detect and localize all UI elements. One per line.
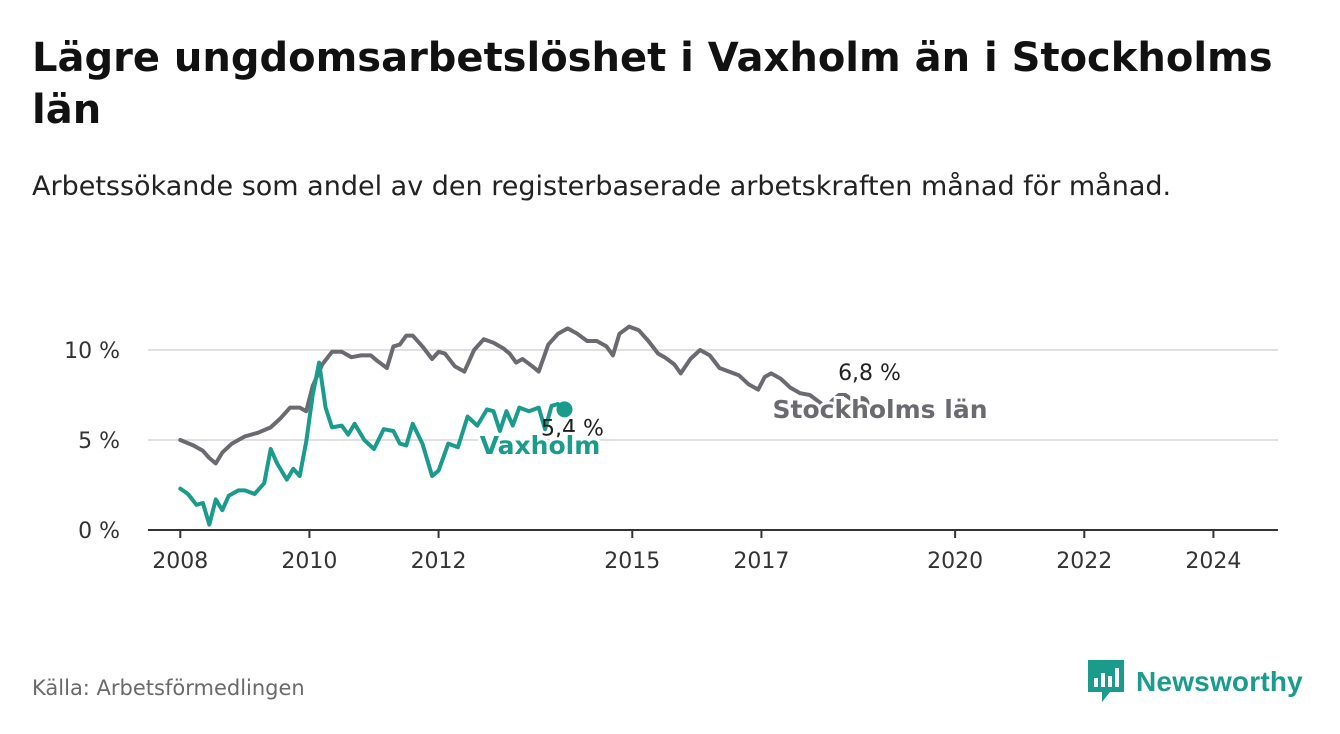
- end-label-vaxholm: 5,4 %: [541, 416, 604, 441]
- brand-name: Newsworthy: [1136, 666, 1303, 697]
- x-tick-label: 2020: [927, 549, 983, 574]
- brand-logo[interactable]: Newsworthy: [1088, 660, 1303, 704]
- line-chart: 0 % 5 % 10 % 2008 2010 2012 2015 2017 2020 2022 20…: [64, 324, 1278, 574]
- x-tick-label: 2022: [1056, 549, 1112, 574]
- x-tick-label: 2015: [604, 549, 660, 574]
- endpoint-dot-stockholms-l-n: [853, 396, 870, 412]
- x-tick-label: 2010: [281, 549, 337, 574]
- x-tick-label: 2017: [733, 549, 789, 574]
- x-tick-label: 2012: [411, 549, 467, 574]
- end-label-stockholms-l-n: 6,8 %: [838, 361, 901, 386]
- y-tick-label: 5 %: [78, 429, 120, 454]
- series-label-stockholms-l-n: Stockholms län: [773, 395, 988, 424]
- y-tick-label: 10 %: [64, 339, 120, 364]
- endpoint-dot-vaxholm: [556, 401, 573, 418]
- chart-subtitle: Arbetssökande som andel av den registerb…: [32, 171, 1172, 202]
- series-line-vaxholm: [178, 360, 567, 527]
- y-tick-label: 0 %: [78, 519, 120, 544]
- series-line-stockholms-l-n: [178, 324, 864, 466]
- source-note: Källa: Arbetsförmedlingen: [32, 676, 305, 700]
- x-tick-label: 2024: [1185, 549, 1241, 574]
- newsworthy-logo-icon: [1088, 660, 1124, 702]
- series-label-vaxholm: Vaxholm: [480, 431, 601, 460]
- x-tick-label: 2008: [152, 549, 208, 574]
- chart-title: Lägre ungdomsarbetslöshet i Vaxholm än i…: [32, 35, 1273, 133]
